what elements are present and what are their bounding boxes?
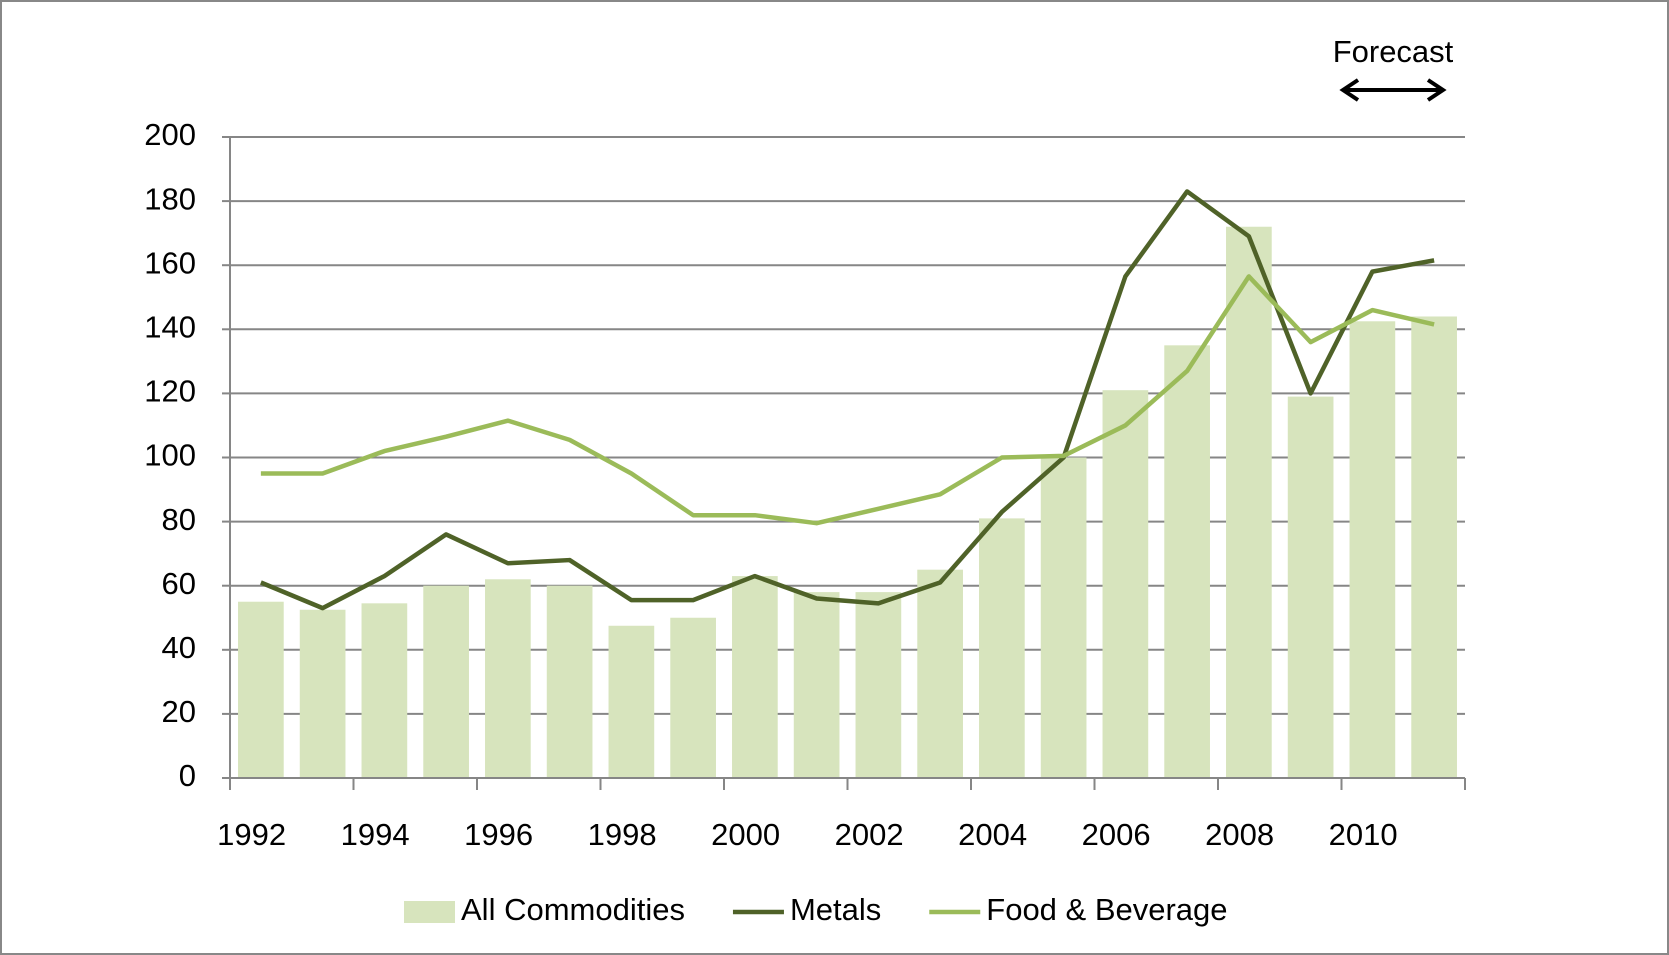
bar xyxy=(1164,345,1210,778)
legend-swatch xyxy=(404,901,455,923)
legend-label: Food & Beverage xyxy=(986,892,1227,927)
bar xyxy=(423,585,469,778)
x-tick-label: 2000 xyxy=(711,817,780,852)
bar xyxy=(1287,396,1334,778)
legend-label: Metals xyxy=(790,892,881,927)
bar xyxy=(361,603,408,778)
y-tick-label: 80 xyxy=(162,502,196,537)
x-tick-label: 1996 xyxy=(464,817,533,852)
x-tick-label: 2008 xyxy=(1205,817,1274,852)
x-tick-label: 2002 xyxy=(835,817,904,852)
y-tick-label: 180 xyxy=(144,181,196,216)
y-tick-label: 60 xyxy=(162,566,196,601)
bar xyxy=(1102,390,1149,778)
bar xyxy=(1226,226,1272,779)
y-tick-label: 0 xyxy=(179,758,196,793)
x-tick-label: 2010 xyxy=(1329,817,1398,852)
bar xyxy=(608,625,655,778)
bar xyxy=(917,569,963,778)
bar xyxy=(299,609,346,778)
y-tick-label: 20 xyxy=(162,694,196,729)
y-tick-label: 120 xyxy=(144,374,196,409)
bar xyxy=(670,617,716,778)
x-tick-label: 1998 xyxy=(588,817,657,852)
y-tick-label: 200 xyxy=(144,117,196,152)
bar xyxy=(979,518,1025,778)
y-tick-label: 40 xyxy=(162,630,196,665)
bar xyxy=(1411,316,1457,778)
x-tick-label: 1994 xyxy=(341,817,410,852)
line xyxy=(260,189,1435,611)
bar xyxy=(238,601,284,778)
bar xyxy=(1349,321,1396,778)
bar xyxy=(485,579,531,778)
line xyxy=(260,274,1435,526)
x-tick-label: 2004 xyxy=(958,817,1027,852)
forecast-arrow xyxy=(1339,78,1447,102)
legend-label: All Commodities xyxy=(461,892,685,927)
bar xyxy=(855,592,902,778)
y-tick-label: 160 xyxy=(144,245,196,280)
x-tick-label: 1992 xyxy=(217,817,286,852)
forecast-annotation: Forecast xyxy=(1333,34,1454,69)
x-tick-label: 2006 xyxy=(1082,817,1151,852)
bar xyxy=(1040,457,1087,778)
y-tick-label: 140 xyxy=(144,309,196,344)
bar xyxy=(732,576,778,778)
y-tick-label: 100 xyxy=(144,438,196,473)
bar xyxy=(546,585,593,778)
bar xyxy=(793,592,840,778)
